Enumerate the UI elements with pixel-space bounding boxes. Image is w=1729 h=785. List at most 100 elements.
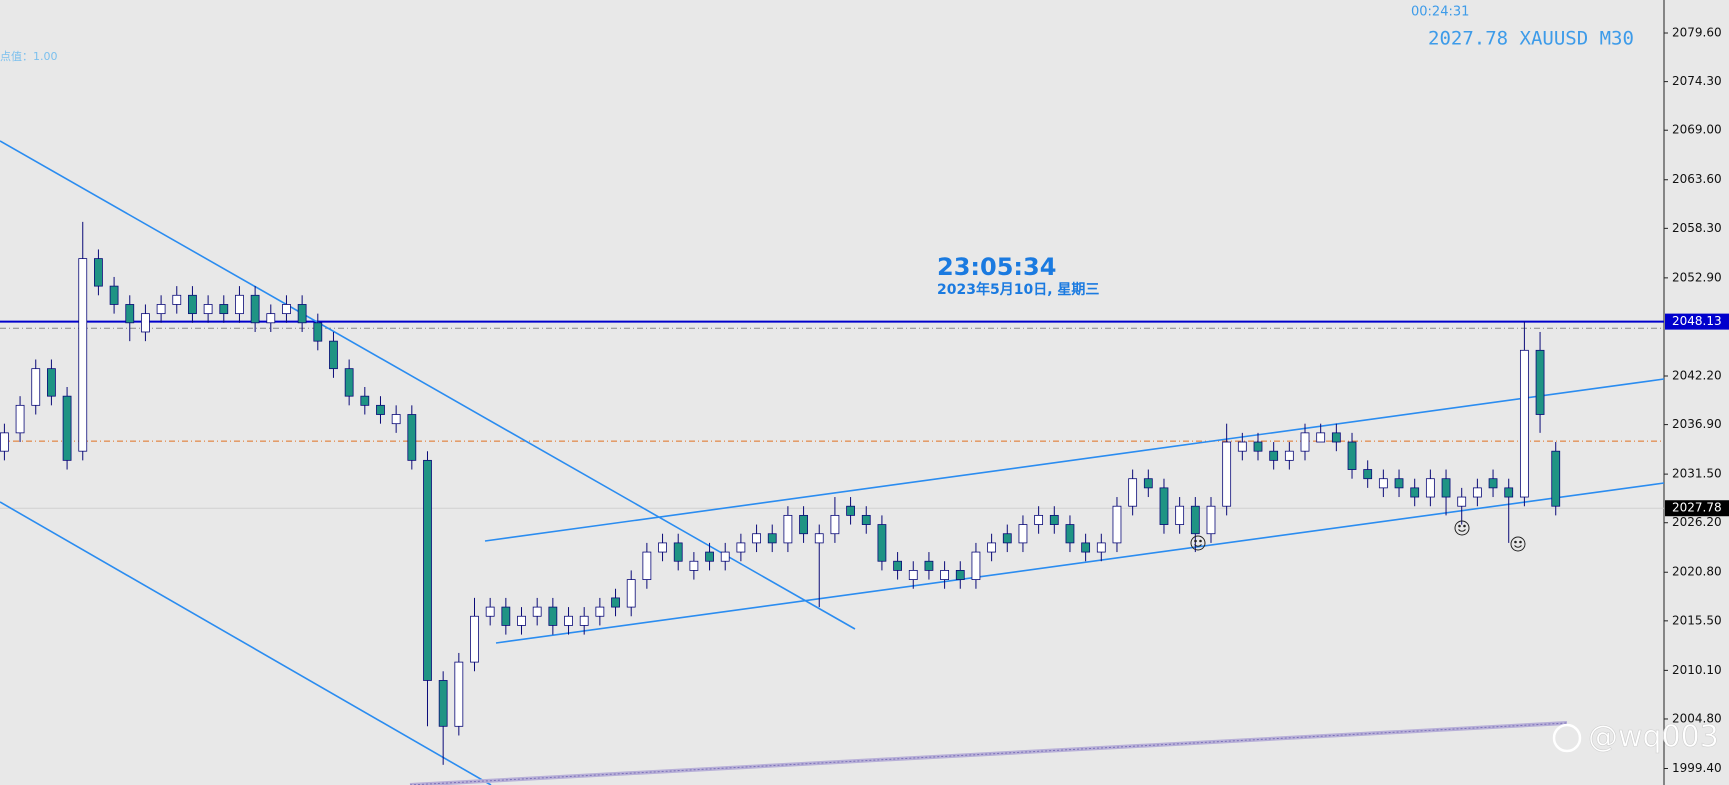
candle-body	[485, 606, 495, 617]
candle-body	[564, 615, 573, 626]
candle-body	[705, 551, 714, 562]
candle-body	[188, 294, 197, 315]
candle-body	[1472, 487, 1482, 498]
smiley	[1454, 520, 1470, 536]
candle-body	[626, 579, 636, 608]
candle-body	[235, 294, 244, 315]
candle-body	[282, 304, 291, 315]
smiley	[1190, 535, 1206, 551]
candle-body	[1206, 505, 1216, 535]
candle-body	[861, 514, 871, 525]
candle-body	[799, 514, 808, 535]
candle-body	[1410, 487, 1420, 498]
y-tick-label: 2058.30	[1672, 221, 1722, 235]
candle-body	[31, 368, 41, 406]
candle-body	[203, 304, 213, 315]
candle-body	[940, 570, 949, 580]
candle-body	[109, 285, 119, 305]
candle-body	[376, 404, 385, 415]
bottom-line	[409, 721, 1568, 785]
price-tag	[1665, 313, 1729, 330]
candle-body	[736, 542, 746, 553]
candle-body	[1347, 441, 1357, 470]
candle-body	[454, 661, 464, 727]
candle-body	[1112, 505, 1122, 544]
candle-body	[78, 258, 88, 452]
candle-body	[548, 606, 558, 626]
candle-body	[658, 542, 667, 553]
levels	[0, 320, 1664, 509]
countdown: 00:24:31	[1411, 5, 1469, 20]
candle-body	[266, 313, 276, 324]
y-tick-label: 2042.20	[1672, 368, 1722, 382]
candle-body	[783, 514, 793, 544]
candle-body	[1018, 524, 1028, 544]
candle-body	[1143, 478, 1153, 489]
y-tick-label: 2020.80	[1672, 565, 1722, 579]
candle-body	[814, 533, 824, 544]
candle-body	[767, 533, 777, 544]
candle-body	[1504, 487, 1514, 498]
y-tick-label: 2026.20	[1672, 515, 1722, 529]
candle-body	[313, 322, 323, 342]
trend-line	[0, 501, 492, 785]
y-tick-label: 1999.40	[1672, 761, 1722, 775]
candle-body	[1190, 505, 1200, 535]
channel-upper	[484, 378, 1665, 542]
candle-body	[689, 560, 699, 571]
candle-body	[156, 304, 166, 315]
candle-body	[1065, 524, 1075, 544]
price-axis: 2079.60 2074.30 2069.00 2063.60 2058.30 2052.…	[1664, 26, 1729, 775]
price-tag	[1665, 500, 1729, 517]
candle-body	[1316, 432, 1326, 443]
candle-body	[595, 606, 605, 617]
y-tick-label: 2052.90	[1672, 270, 1722, 284]
candle-body	[94, 258, 103, 287]
trend-lines	[0, 140, 1665, 785]
candle-body	[501, 606, 511, 626]
candle-body	[1535, 349, 1545, 415]
watermark: @wq003	[1588, 720, 1719, 755]
candle-body	[1394, 478, 1404, 489]
candle-body	[47, 368, 56, 397]
smiley	[1510, 536, 1526, 552]
bottom-line-inner	[409, 722, 1568, 785]
candle-body	[0, 432, 9, 452]
candle-body	[877, 524, 887, 562]
candle-body	[1457, 496, 1467, 507]
candle-body	[1034, 514, 1044, 525]
candle-body	[1551, 450, 1561, 507]
y-tick-label: 2004.80	[1672, 711, 1722, 725]
candle-body	[15, 404, 25, 434]
date: 2023年5月10日, 星期三	[937, 281, 1099, 298]
markers	[1190, 520, 1526, 552]
y-tick-label: 2063.60	[1672, 172, 1722, 186]
candle-body	[532, 606, 542, 617]
candle-body	[1002, 533, 1012, 544]
candle-body	[391, 414, 401, 425]
candle-body	[955, 570, 965, 580]
trend-line	[0, 140, 856, 630]
candle-body	[830, 514, 840, 535]
y-tick-label: 2036.90	[1672, 417, 1722, 431]
symbol-header: 2027.78 XAUUSD M30	[1428, 28, 1634, 50]
candle-body	[924, 560, 934, 571]
candle-body	[141, 313, 150, 333]
candle-body	[1222, 441, 1232, 507]
clock: 23:05:34	[937, 253, 1056, 281]
candle-body	[1284, 450, 1294, 461]
channel-lower	[495, 482, 1665, 644]
candle-body	[1441, 478, 1451, 498]
y-tick-label: 2015.50	[1672, 613, 1722, 627]
candle-body	[1269, 450, 1279, 461]
y-tick-label: 2069.00	[1672, 123, 1722, 137]
watermark-icon	[1552, 723, 1582, 753]
candle-body	[407, 414, 417, 461]
watermark-group: @wq003	[1552, 719, 1719, 755]
candle-body	[971, 551, 981, 580]
y-tick-label: 2010.10	[1672, 663, 1722, 677]
candle-body	[329, 340, 338, 370]
candle-body	[250, 294, 260, 324]
